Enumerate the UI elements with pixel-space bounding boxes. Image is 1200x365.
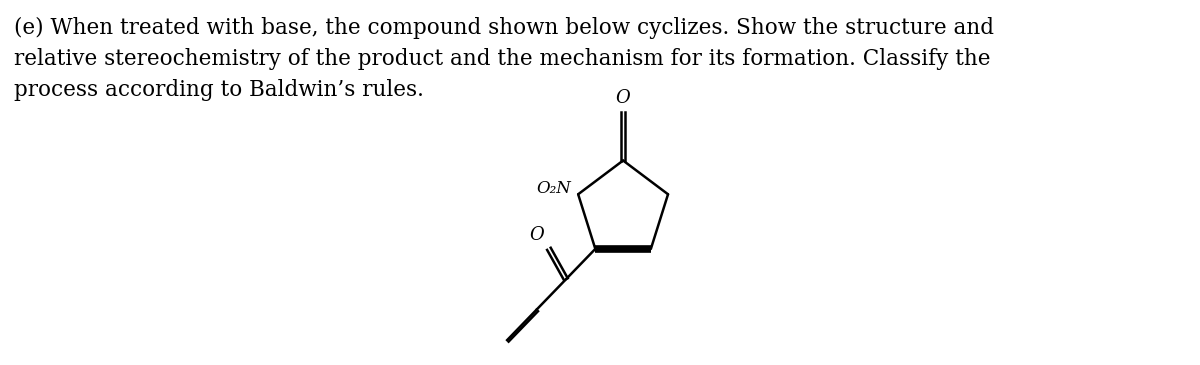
Text: (e) When treated with base, the compound shown below cyclizes. Show the structur: (e) When treated with base, the compound… bbox=[13, 17, 994, 39]
Text: O: O bbox=[529, 226, 544, 244]
Text: relative stereochemistry of the product and the mechanism for its formation. Cla: relative stereochemistry of the product … bbox=[13, 48, 990, 70]
Text: O: O bbox=[616, 89, 630, 107]
Text: process according to Baldwin’s rules.: process according to Baldwin’s rules. bbox=[13, 80, 424, 101]
Text: O₂N: O₂N bbox=[536, 180, 571, 197]
